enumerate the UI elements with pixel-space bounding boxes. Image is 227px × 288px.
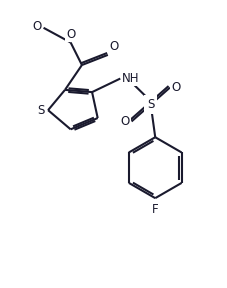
Text: O: O: [109, 40, 118, 53]
Text: O: O: [66, 28, 75, 41]
Text: NH: NH: [122, 72, 140, 85]
Text: O: O: [32, 20, 42, 33]
Text: S: S: [147, 98, 154, 111]
Text: S: S: [37, 104, 45, 117]
Text: F: F: [152, 203, 158, 216]
Text: O: O: [121, 115, 130, 128]
Text: O: O: [172, 81, 181, 94]
